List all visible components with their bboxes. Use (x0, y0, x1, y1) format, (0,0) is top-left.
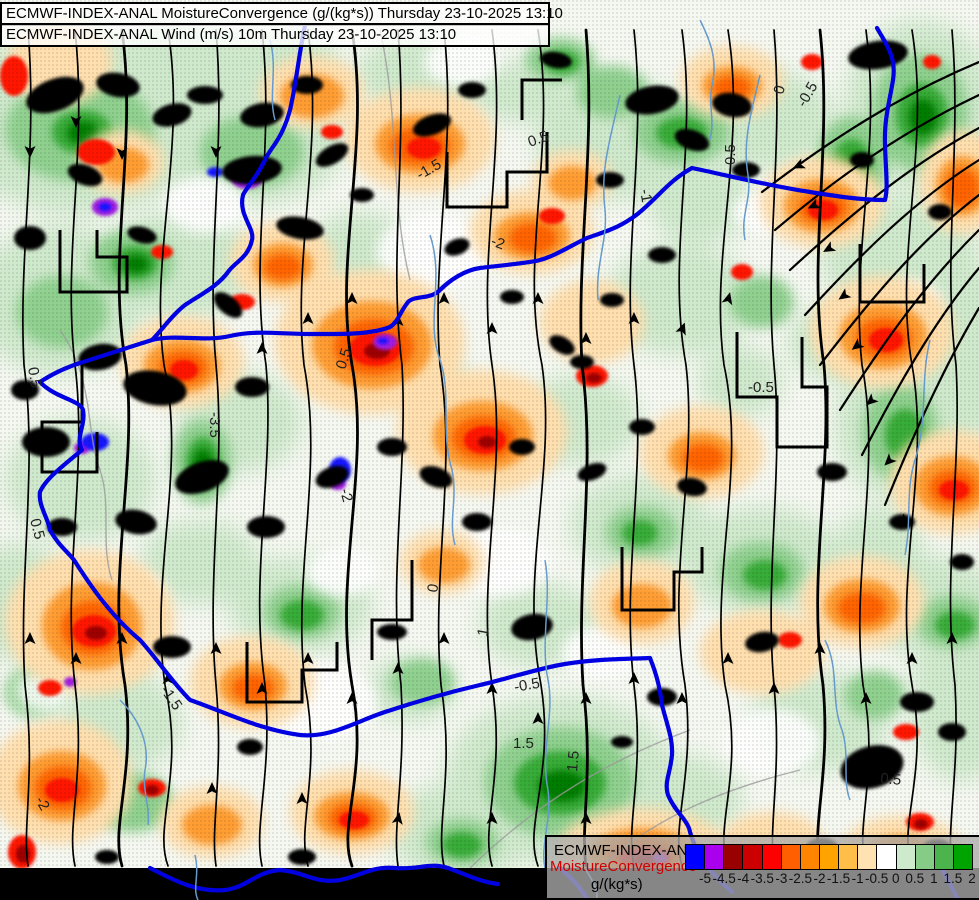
colorbar-tick: -0.5 (865, 871, 889, 886)
colorbar-cell (953, 845, 973, 869)
streamline (345, 28, 359, 868)
colorbar-cell (915, 845, 934, 869)
colorbar (685, 844, 973, 870)
streamline (533, 29, 547, 867)
thick-contour-steps (40, 78, 926, 704)
contour-label: 0.5 (26, 517, 48, 542)
streamline (677, 29, 690, 867)
contour-label: -0.5 (513, 675, 541, 696)
colorbar-tick: -2 (813, 871, 826, 886)
streamline (719, 29, 735, 867)
contour-label: -3.5 (206, 412, 223, 438)
contour-label: 1.5 (513, 735, 534, 752)
contour-label: 0.5 (526, 128, 551, 151)
stipple-texture (0, 0, 979, 868)
streamline (212, 29, 220, 867)
colorbar-tick: 0.5 (905, 871, 925, 886)
contour-label: -2 (336, 487, 356, 504)
contour-label: 1 (474, 627, 492, 638)
legend-parameter-label: MoistureConvergence (550, 858, 697, 875)
contour-label: -0.5 (748, 379, 774, 396)
streamline (70, 29, 80, 867)
colorbar-tick: -3.5 (750, 871, 774, 886)
colorbar-tick: -4.5 (712, 871, 736, 886)
colorbar-cell (781, 845, 800, 869)
graticule-lines (59, 29, 801, 869)
colorbar-tick: -1.5 (826, 871, 851, 886)
colorbar-cell (762, 845, 781, 869)
contour-label: 1.5 (564, 750, 583, 772)
colorbar-cell (819, 845, 839, 869)
legend-units-label: g/(kg*s) (591, 876, 643, 893)
colorbar-cell (896, 845, 915, 869)
colorbar-tick: -4 (737, 871, 750, 886)
title-bar-wind: ECMWF-INDEX-ANAL Wind (m/s) 10m Thursday… (0, 23, 550, 47)
northeast-streamline-fan (760, 60, 979, 507)
contour-label: -1 (636, 188, 655, 204)
rivers-thick (37, 22, 961, 900)
streamline (816, 28, 828, 868)
contour-label: -2 (489, 233, 507, 254)
streamline (22, 29, 32, 867)
colorbar-tick: 1 (930, 871, 938, 886)
colorbar-cell (858, 845, 877, 869)
colorbar-tick: -1 (851, 871, 864, 886)
streamline (486, 29, 498, 867)
contour-label: 0.5 (333, 346, 356, 371)
streamline (629, 29, 639, 867)
colorbar-cell (686, 845, 705, 869)
title-text-moisture: ECMWF-INDEX-ANAL MoistureConvergence (g/… (6, 5, 563, 22)
contour-label: 0.5 (880, 770, 902, 789)
streamline (258, 29, 269, 867)
colorbar-cell (800, 845, 819, 869)
colorbar-cell (743, 845, 762, 869)
colorbar-cell (877, 845, 896, 869)
streamline (300, 29, 314, 867)
colorbar-cell (934, 845, 953, 869)
colorbar-tick: 1.5 (943, 871, 963, 886)
streamline (159, 29, 175, 867)
streamline (395, 29, 404, 867)
colorbar-cell (839, 845, 858, 869)
streamline (117, 28, 131, 868)
contour-label: 0.5 (24, 366, 44, 389)
streamline (437, 29, 449, 867)
colorbar-cell (724, 845, 743, 869)
contour-label: 0.5 (722, 144, 739, 165)
colorbar-cell (705, 845, 724, 869)
colorbar-tick: -5 (699, 871, 712, 886)
colorbar-tick: -3 (775, 871, 788, 886)
colorbar-tick: 2 (968, 871, 976, 886)
legend-box: ECMWF-INDEX-ANAL MoistureConvergence g/(… (545, 835, 979, 900)
streamline (858, 29, 872, 867)
legend-model-label: ECMWF-INDEX-ANAL (554, 842, 706, 859)
title-text-wind: ECMWF-INDEX-ANAL Wind (m/s) 10m Thursday… (6, 26, 457, 43)
contour-label: 0 (424, 583, 442, 594)
colorbar-tick: -2.5 (788, 871, 813, 886)
colorbar-tick: 0 (891, 871, 900, 886)
streamline (905, 29, 919, 867)
streamline (949, 29, 958, 867)
streamline (579, 28, 591, 868)
